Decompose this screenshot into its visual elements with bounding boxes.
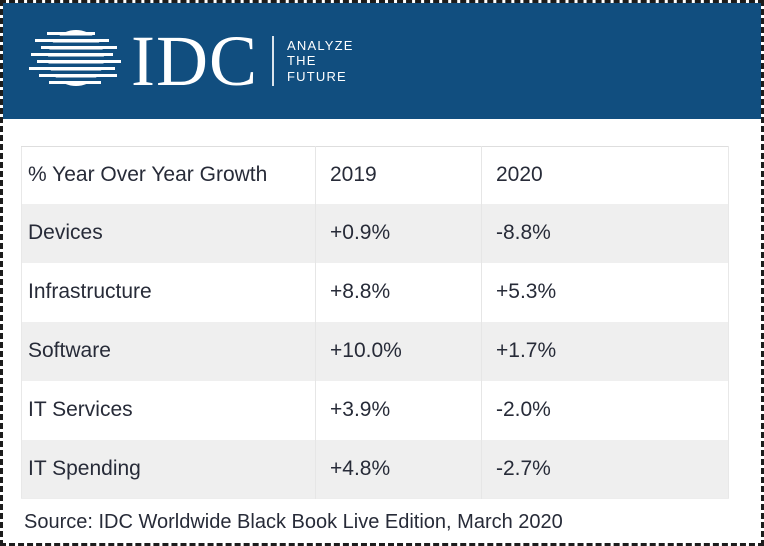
- table-row-it-spending: IT Spending +4.8% -2.7%: [21, 439, 729, 499]
- value-2019: +4.8%: [315, 439, 482, 499]
- row-label: IT Services: [28, 398, 133, 421]
- brand-header: IDC ANALYZE THE FUTURE: [3, 3, 761, 119]
- logo-divider: [272, 36, 274, 86]
- tagline-line-3: FUTURE: [287, 68, 347, 84]
- table-row-devices: Devices +0.9% -8.8%: [21, 203, 729, 263]
- row-label: Infrastructure: [28, 280, 152, 303]
- value-2019: +3.9%: [315, 380, 482, 440]
- source-note: Source: IDC Worldwide Black Book Live Ed…: [24, 511, 563, 533]
- row-label: Software: [28, 339, 111, 362]
- growth-table: % Year Over Year Growth 2019 2020 Device…: [21, 146, 729, 499]
- table-row-it-services: IT Services +3.9% -2.0%: [21, 380, 729, 440]
- idc-globe-icon: [29, 30, 121, 86]
- header-2020: 2020: [481, 146, 729, 204]
- growth-table-container: % Year Over Year Growth 2019 2020 Device…: [21, 146, 761, 499]
- value-2020: -2.7%: [481, 439, 729, 499]
- brand-tagline: ANALYZE THE FUTURE: [287, 38, 354, 85]
- value-2019: +0.9%: [315, 203, 482, 263]
- row-label: IT Spending: [28, 456, 141, 480]
- value-2020: -8.8%: [481, 203, 729, 263]
- value-2019: +8.8%: [315, 262, 482, 322]
- table-header-row: % Year Over Year Growth 2019 2020: [21, 146, 729, 204]
- value-2020: -2.0%: [481, 380, 729, 440]
- value-2020: +1.7%: [481, 321, 729, 381]
- tagline-line-2: THE: [287, 53, 317, 69]
- header-metric: % Year Over Year Growth: [28, 163, 268, 187]
- value-2019: +10.0%: [315, 321, 482, 381]
- header-2019: 2019: [315, 146, 482, 204]
- tagline-line-1: ANALYZE: [287, 37, 354, 53]
- row-label: Devices: [28, 221, 103, 244]
- value-2020: +5.3%: [481, 262, 729, 322]
- table-row-infrastructure: Infrastructure +8.8% +5.3%: [21, 262, 729, 322]
- idc-wordmark: IDC: [131, 21, 258, 101]
- table-row-software: Software +10.0% +1.7%: [21, 321, 729, 381]
